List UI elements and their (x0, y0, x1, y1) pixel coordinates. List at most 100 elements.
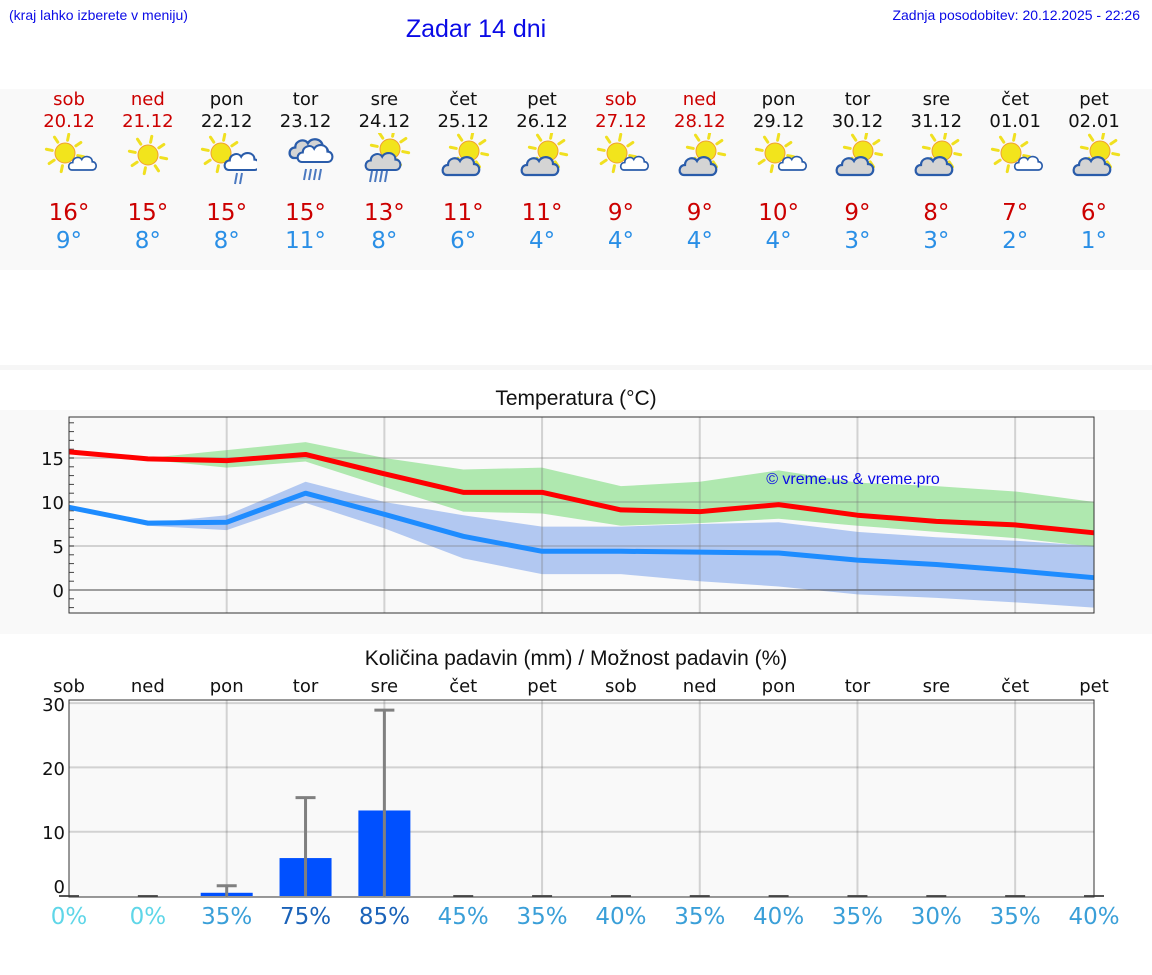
daily-forecast-panel (0, 89, 1152, 270)
day-name: pon (761, 89, 796, 110)
max-temperature: 15° (285, 200, 326, 226)
watermark: © vreme.us & vreme.pro (766, 471, 940, 488)
min-temperature: 4° (528, 228, 556, 254)
sun-cloud-rain-icon (345, 133, 424, 193)
precip-day-label: čet (1001, 676, 1030, 697)
day-date: 23.12 (279, 111, 332, 132)
precip-day-label: sre (370, 676, 399, 697)
day-forecast: tor 23.12 15° 11° (266, 89, 345, 255)
max-temperature: 11° (442, 200, 484, 226)
day-name: pet (1079, 89, 1109, 110)
precip-probability: 35% (989, 904, 1041, 930)
precip-day-label: ned (130, 676, 165, 697)
precip-probability: 0% (129, 904, 167, 930)
y-tick-label: 30 (42, 695, 65, 716)
day-name: tor (292, 89, 319, 110)
cloudy-rain-icon (266, 133, 345, 193)
precip-day-label: sre (922, 676, 951, 697)
max-temperature: 9° (686, 200, 713, 226)
min-temperature: 8° (371, 228, 398, 254)
day-name: pet (527, 89, 557, 110)
last-update: Zadnja posodobitev: 20.12.2025 - 22:26 (892, 7, 1140, 23)
max-temperature: 8° (923, 200, 950, 226)
max-temperature: 7° (1002, 200, 1029, 226)
day-name: sre (922, 89, 951, 110)
min-temperature: 4° (765, 228, 792, 254)
day-forecast: pon 29.12 10° 4° (739, 89, 818, 255)
precip-day-label: sob (53, 676, 85, 697)
precip-day-label: pon (209, 676, 244, 697)
day-date: 01.01 (989, 111, 1041, 132)
day-name: sob (53, 89, 85, 110)
temperature-chart-title: Temperatura (°C) (495, 387, 657, 410)
day-date: 25.12 (437, 111, 489, 132)
min-temperature: 4° (686, 228, 713, 254)
day-date: 28.12 (674, 111, 726, 132)
precip-day-label: tor (292, 676, 319, 697)
precipitation-chart-title: Količina padavin (mm) / Možnost padavin … (364, 647, 788, 670)
day-date: 31.12 (910, 111, 963, 132)
y-tick-label: 10 (41, 493, 64, 514)
precip-probability: 85% (358, 904, 410, 930)
partly-cloudy-icon (897, 133, 976, 193)
day-forecast: sre 24.12 13° 8° (345, 89, 424, 255)
max-temperature: 15° (127, 200, 169, 226)
region-menu-hint: (kraj lahko izberete v meniju) (9, 7, 188, 23)
y-tick-label: 20 (42, 759, 65, 780)
sun-small-cloud-icon (581, 133, 660, 193)
sun-icon (108, 133, 187, 193)
max-temperature: 13° (363, 200, 405, 226)
precip-probability: 30% (910, 904, 962, 930)
precip-day-label: pet (527, 676, 557, 697)
day-date: 02.01 (1068, 111, 1120, 132)
day-date: 27.12 (595, 111, 647, 132)
precip-probability: 35% (516, 904, 568, 930)
day-forecast: sre 31.12 8° 3° (897, 89, 976, 255)
min-temperature: 9° (55, 228, 83, 254)
day-forecast: pet 02.01 6° 1° (1055, 89, 1134, 255)
sun-small-cloud-icon (30, 133, 109, 193)
day-forecast: sob 27.12 9° 4° (581, 89, 660, 255)
max-temperature: 15° (206, 200, 248, 226)
day-name: čet (449, 89, 478, 110)
day-date: 22.12 (200, 111, 253, 132)
min-temperature: 8° (134, 228, 161, 254)
partly-cloudy-icon (1055, 133, 1134, 193)
day-date: 29.12 (752, 111, 805, 132)
day-date: 21.12 (122, 111, 174, 132)
partly-cloudy-icon (424, 133, 503, 193)
max-temperature: 6° (1080, 200, 1108, 226)
max-temperature: 9° (607, 200, 634, 226)
y-tick-label: 15 (41, 449, 64, 470)
sun-cloud-light-rain-icon (187, 133, 266, 193)
min-temperature: 8° (213, 228, 240, 254)
day-forecast: pon 22.12 15° 8° (187, 89, 266, 255)
day-date: 24.12 (358, 111, 411, 132)
precip-probability: 40% (1068, 904, 1120, 930)
min-temperature: 11° (285, 228, 326, 254)
partly-cloudy-icon (660, 133, 739, 193)
precip-probability: 40% (753, 904, 805, 930)
day-forecast: ned 21.12 15° 8° (108, 89, 187, 255)
max-temperature: 10° (758, 200, 799, 226)
day-date: 26.12 (516, 111, 568, 132)
min-temperature: 3° (844, 228, 871, 254)
precip-probability: 75% (279, 904, 332, 930)
day-name: tor (844, 89, 871, 110)
day-name: čet (1001, 89, 1030, 110)
min-temperature: 6° (450, 228, 477, 254)
precip-day-label: pon (761, 676, 796, 697)
sun-small-cloud-icon (739, 133, 818, 193)
day-name: ned (682, 89, 717, 110)
min-temperature: 2° (1002, 228, 1029, 254)
partly-cloudy-icon (818, 133, 897, 193)
day-name: sre (370, 89, 399, 110)
sun-small-cloud-icon (976, 133, 1055, 193)
page-title: Zadar 14 dni (405, 15, 547, 43)
max-temperature: 11° (521, 200, 563, 226)
max-temperature: 9° (844, 200, 871, 226)
day-forecast: tor 30.12 9° 3° (818, 89, 897, 255)
min-temperature: 3° (923, 228, 950, 254)
